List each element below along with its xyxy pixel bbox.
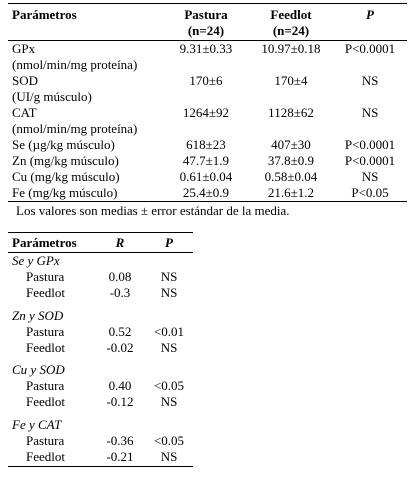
- table1-footnote: Los valores son medias ± error estándar …: [16, 203, 290, 218]
- table1-row-unit: (nmol/min/mg proteína): [12, 121, 138, 136]
- table2-row-label: Feedlot: [26, 394, 65, 409]
- table1-row-param: GPx: [12, 41, 36, 56]
- table1-row-param: Zn (mg/kg músculo): [12, 153, 119, 168]
- table2-row-p: <0.01: [153, 324, 185, 339]
- table1-row-feedlot: 1128±62: [268, 105, 314, 120]
- table2-group-title: Fe y CAT: [12, 417, 62, 432]
- table1-row-p: P<0.0001: [344, 137, 396, 152]
- table1-row-unit: (nmol/min/mg proteína): [12, 57, 138, 72]
- table2-group-title: Cu y SOD: [12, 362, 65, 377]
- table2-row-label: Pastura: [26, 378, 65, 393]
- table1-header-pastura-n: (n=24): [187, 23, 225, 38]
- table2-header-p: P: [165, 235, 173, 250]
- table2-row-p: <0.05: [153, 378, 185, 393]
- table1-row-feedlot: 407±30: [271, 137, 311, 152]
- table1-row-param: Se (µg/kg músculo): [12, 137, 115, 152]
- table2-header-rule: [8, 252, 193, 253]
- table2-row-label: Pastura: [26, 433, 65, 448]
- table1-row-pastura: 1264±92: [182, 105, 230, 120]
- table2-row-r: -0.12: [106, 394, 134, 409]
- table1-row-param: Fe (mg/kg músculo): [12, 185, 118, 200]
- table1-row-feedlot: 170±4: [274, 73, 308, 88]
- table2-row-label: Feedlot: [26, 449, 65, 464]
- table2-bottom-rule: [8, 466, 193, 467]
- table1-row-p: P<0.0001: [344, 153, 396, 168]
- table1-row-p: NS: [361, 73, 379, 88]
- table2-top-rule: [8, 232, 193, 233]
- table1-row-feedlot: 37.8±0.9: [267, 153, 315, 168]
- table2-row-r: 0.40: [108, 378, 132, 393]
- table1-header-feedlot: Feedlot: [270, 7, 312, 22]
- table1-row-pastura: 0.61±0.04: [179, 169, 233, 184]
- table1-header-feedlot-n: (n=24): [272, 23, 310, 38]
- table1-row-p: NS: [361, 105, 379, 120]
- table2-row-r: -0.02: [106, 340, 134, 355]
- table1-row-pastura: 47.7±1.9: [182, 153, 230, 168]
- table1-row-unit: (UI/g músculo): [12, 89, 92, 104]
- table1-row-pastura: 170±6: [189, 73, 223, 88]
- table2-row-r: -0.36: [106, 433, 134, 448]
- table1-header-p: P: [366, 7, 374, 22]
- table2-header-param: Parámetros: [12, 235, 77, 250]
- table1-header-pastura: Pastura: [184, 7, 228, 22]
- table2-row-p: <0.05: [153, 433, 185, 448]
- table1-row-param: CAT: [12, 105, 37, 120]
- table1-row-pastura: 9.31±0.33: [179, 41, 233, 56]
- table1-row-param: SOD: [12, 73, 39, 88]
- table2-row-r: -0.21: [106, 449, 134, 464]
- table2-row-p: NS: [160, 269, 178, 284]
- table1-row-p: NS: [361, 169, 379, 184]
- table1-top-rule: [8, 3, 407, 4]
- table2-row-label: Pastura: [26, 269, 65, 284]
- table2-row-r: 0.08: [108, 269, 132, 284]
- table1-row-pastura: 618±23: [186, 137, 226, 152]
- table1-row-pastura: 25.4±0.9: [182, 185, 230, 200]
- table1-bottom-rule: [8, 201, 407, 202]
- table1-header-rule: [8, 40, 407, 41]
- table1-row-feedlot: 0.58±0.04: [264, 169, 318, 184]
- table2-header-r: R: [115, 235, 125, 250]
- table2-row-p: NS: [160, 340, 178, 355]
- table2-row-r: 0.52: [108, 324, 132, 339]
- table2-group-title: Se y GPx: [12, 253, 60, 268]
- table2-row-label: Feedlot: [26, 285, 65, 300]
- table2-row-label: Pastura: [26, 324, 65, 339]
- table1-row-feedlot: 21.6±1.2: [267, 185, 315, 200]
- table2-group-title: Zn y SOD: [12, 308, 64, 323]
- table1-header-param: Parámetros: [12, 7, 77, 22]
- table2-row-r: -0.3: [109, 285, 131, 300]
- table2-row-p: NS: [160, 449, 178, 464]
- table2-row-p: NS: [160, 394, 178, 409]
- table1-row-param: Cu (mg/kg músculo): [12, 169, 120, 184]
- table1-row-feedlot: 10.97±0.18: [261, 41, 321, 56]
- table1-row-p: P<0.05: [351, 185, 389, 200]
- table2-row-label: Feedlot: [26, 340, 65, 355]
- table2-row-p: NS: [160, 285, 178, 300]
- table1-row-p: P<0.0001: [344, 41, 396, 56]
